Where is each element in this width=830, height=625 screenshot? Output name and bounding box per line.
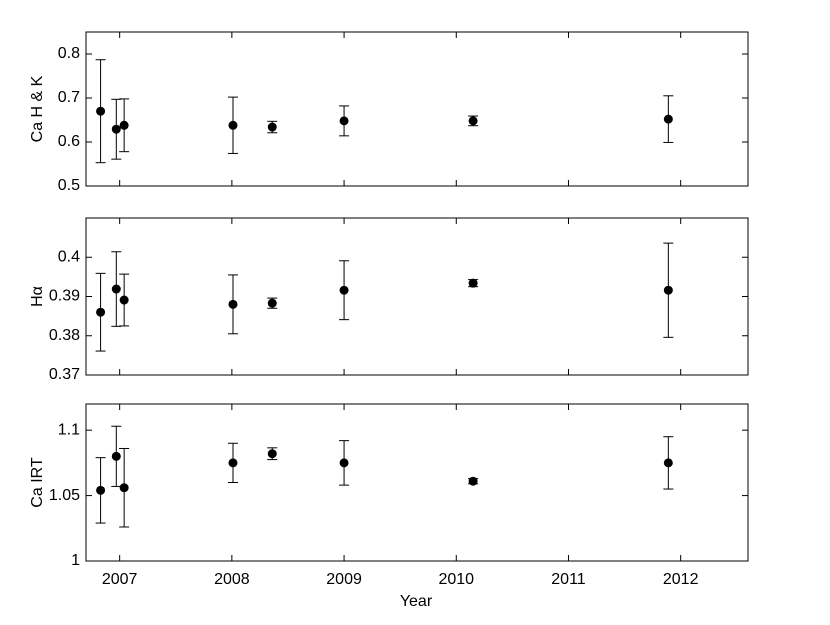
y-tick-label: 0.5 xyxy=(58,177,80,194)
point xyxy=(119,295,129,305)
point xyxy=(96,485,106,495)
x-tick-label: 2012 xyxy=(663,571,699,588)
point xyxy=(96,307,106,317)
point xyxy=(339,458,349,468)
plot-frame xyxy=(85,217,749,376)
point xyxy=(119,120,129,130)
x-tick-label: 2010 xyxy=(438,571,474,588)
x-tick-label: 2008 xyxy=(214,571,250,588)
point xyxy=(663,285,673,295)
point xyxy=(267,449,277,459)
point xyxy=(468,476,478,486)
y-tick-label: 0.38 xyxy=(49,327,80,344)
point xyxy=(468,278,478,288)
x-axis-label: Year xyxy=(400,593,433,610)
point xyxy=(111,124,121,134)
y-tick-label: 1.1 xyxy=(58,421,80,438)
point xyxy=(111,284,121,294)
point xyxy=(111,451,121,461)
point xyxy=(468,116,478,126)
y-tick-label: 0.6 xyxy=(58,133,80,150)
point xyxy=(96,106,106,116)
plot-frame xyxy=(85,31,749,187)
point xyxy=(267,122,277,132)
point xyxy=(339,116,349,126)
point xyxy=(339,285,349,295)
y-tick-label: 0.37 xyxy=(49,366,80,383)
y-axis-label: Hα xyxy=(29,286,46,307)
y-tick-label: 0.8 xyxy=(58,45,80,62)
y-tick-label: 0.39 xyxy=(49,288,80,305)
y-axis-label: Ca IRT xyxy=(29,457,46,508)
point xyxy=(228,299,238,309)
y-tick-label: 0.4 xyxy=(58,248,80,265)
y-tick-label: 1.05 xyxy=(49,487,80,504)
x-tick-label: 2007 xyxy=(102,571,138,588)
x-tick-label: 2011 xyxy=(551,571,586,588)
point xyxy=(267,298,277,308)
plot-frame xyxy=(85,403,749,562)
point xyxy=(228,458,238,468)
y-tick-label: 1 xyxy=(71,552,80,569)
x-tick-label: 2009 xyxy=(326,571,362,588)
point xyxy=(663,458,673,468)
y-axis-label: Ca H & K xyxy=(29,75,46,142)
point xyxy=(663,114,673,124)
point xyxy=(228,120,238,130)
y-tick-label: 0.7 xyxy=(58,89,80,106)
point xyxy=(119,483,129,493)
